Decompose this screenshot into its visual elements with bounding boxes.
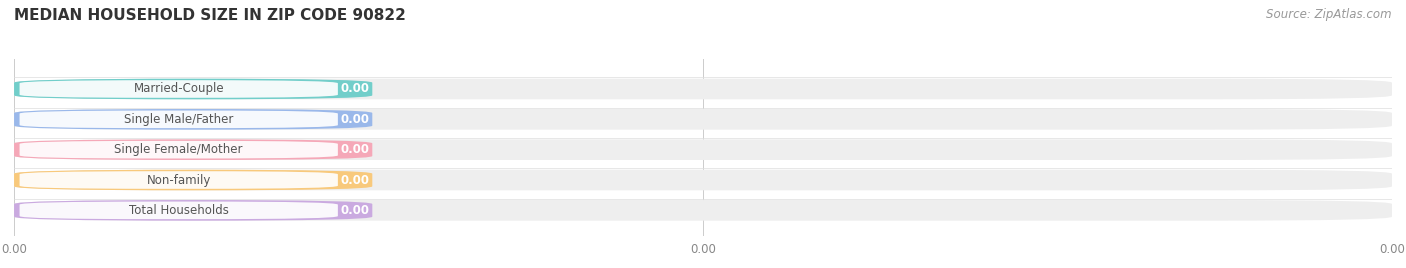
FancyBboxPatch shape (14, 109, 373, 130)
FancyBboxPatch shape (14, 170, 1392, 190)
FancyBboxPatch shape (14, 200, 373, 221)
FancyBboxPatch shape (20, 80, 337, 98)
Text: Single Male/Father: Single Male/Father (124, 113, 233, 126)
FancyBboxPatch shape (20, 141, 337, 158)
FancyBboxPatch shape (20, 171, 337, 189)
FancyBboxPatch shape (20, 110, 337, 128)
FancyBboxPatch shape (14, 79, 373, 99)
Text: 0.00: 0.00 (340, 173, 370, 187)
Text: 0.00: 0.00 (340, 204, 370, 217)
FancyBboxPatch shape (14, 170, 373, 190)
FancyBboxPatch shape (14, 109, 1392, 130)
Text: 0.00: 0.00 (340, 143, 370, 156)
Text: Married-Couple: Married-Couple (134, 83, 224, 95)
Text: Source: ZipAtlas.com: Source: ZipAtlas.com (1267, 8, 1392, 21)
FancyBboxPatch shape (14, 79, 1392, 99)
FancyBboxPatch shape (14, 139, 373, 160)
Text: Total Households: Total Households (129, 204, 229, 217)
FancyBboxPatch shape (14, 200, 1392, 221)
FancyBboxPatch shape (14, 139, 1392, 160)
Text: Non-family: Non-family (146, 173, 211, 187)
Text: 0.00: 0.00 (340, 113, 370, 126)
FancyBboxPatch shape (20, 202, 337, 219)
Text: Single Female/Mother: Single Female/Mother (114, 143, 243, 156)
Text: MEDIAN HOUSEHOLD SIZE IN ZIP CODE 90822: MEDIAN HOUSEHOLD SIZE IN ZIP CODE 90822 (14, 8, 406, 23)
Text: 0.00: 0.00 (340, 83, 370, 95)
